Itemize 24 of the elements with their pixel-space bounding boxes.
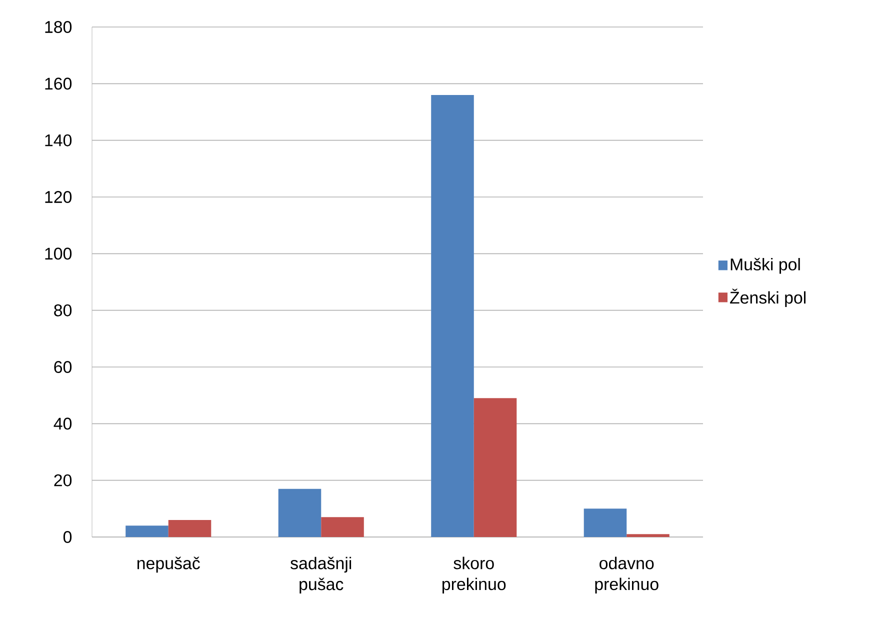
y-tick-label: 20 bbox=[54, 474, 72, 486]
bar bbox=[584, 508, 627, 537]
x-tick-label: odavno prekinuo bbox=[595, 556, 658, 594]
y-tick-label: 160 bbox=[45, 78, 72, 90]
x-tick-label: skoro prekinuo bbox=[442, 556, 506, 594]
bar bbox=[474, 398, 517, 537]
y-tick-label: 0 bbox=[63, 531, 72, 543]
bar bbox=[278, 488, 322, 537]
bar bbox=[321, 517, 364, 537]
legend-label: Ženski pol bbox=[730, 288, 806, 308]
x-tick-label: nepušač bbox=[137, 556, 200, 573]
y-tick-label: 60 bbox=[54, 361, 72, 373]
bar bbox=[126, 526, 168, 537]
y-tick-label: 180 bbox=[45, 20, 72, 33]
x-tick-label: sadašnji pušac bbox=[290, 556, 352, 594]
y-tick-label: 140 bbox=[45, 134, 72, 146]
bar bbox=[168, 520, 212, 537]
legend-label: Muški pol bbox=[730, 258, 800, 274]
y-tick-label: 80 bbox=[54, 304, 72, 316]
y-tick-label: 120 bbox=[45, 191, 72, 203]
bar bbox=[626, 534, 670, 537]
bar bbox=[431, 94, 474, 537]
y-tick-label: 100 bbox=[45, 248, 72, 260]
y-tick-label: 40 bbox=[54, 418, 72, 430]
